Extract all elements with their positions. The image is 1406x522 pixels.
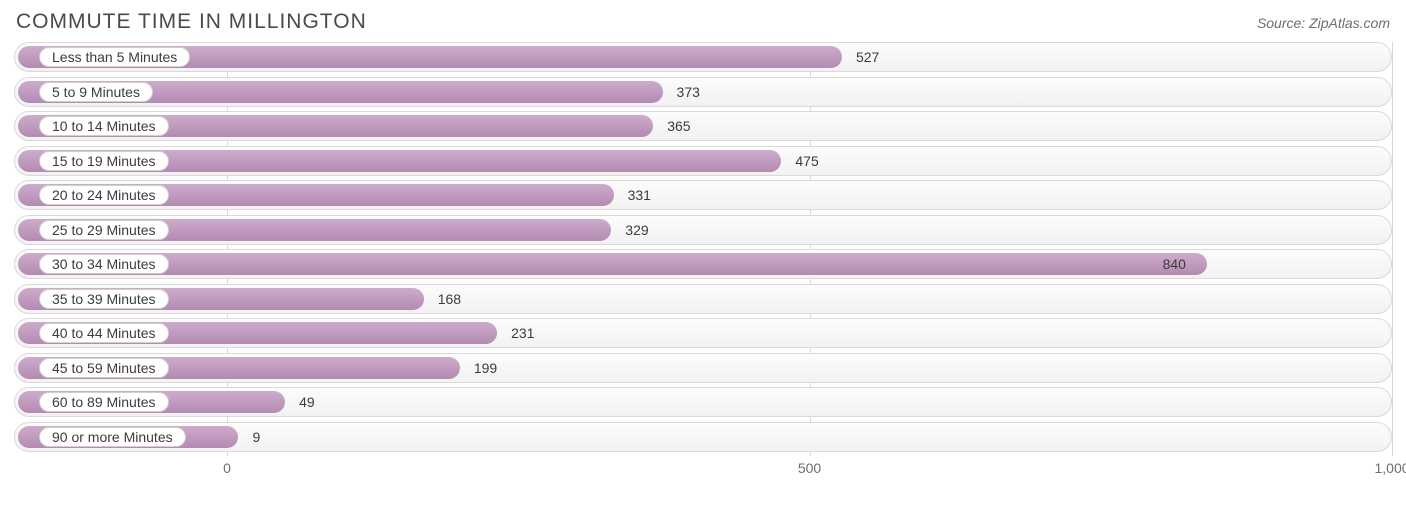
chart-source: Source: ZipAtlas.com bbox=[1257, 15, 1390, 31]
value-label: 49 bbox=[299, 388, 315, 416]
category-pill: 20 to 24 Minutes bbox=[39, 185, 169, 205]
category-label: 25 to 29 Minutes bbox=[52, 222, 156, 238]
bar-row: 25 to 29 Minutes 329 bbox=[14, 215, 1392, 245]
source-prefix: Source: bbox=[1257, 15, 1309, 31]
value-label: 9 bbox=[252, 423, 260, 451]
bar-fill bbox=[18, 253, 1207, 275]
category-pill: 15 to 19 Minutes bbox=[39, 151, 169, 171]
value-label: 199 bbox=[474, 354, 497, 382]
value-label: 840 bbox=[1163, 250, 1186, 278]
category-label: 15 to 19 Minutes bbox=[52, 153, 156, 169]
category-pill: 10 to 14 Minutes bbox=[39, 116, 169, 136]
category-pill: 25 to 29 Minutes bbox=[39, 220, 169, 240]
category-pill: 60 to 89 Minutes bbox=[39, 392, 169, 412]
bar-row: Less than 5 Minutes 527 bbox=[14, 42, 1392, 72]
category-label: 90 or more Minutes bbox=[52, 429, 173, 445]
bar-row: 40 to 44 Minutes 231 bbox=[14, 318, 1392, 348]
bar-row: 45 to 59 Minutes 199 bbox=[14, 353, 1392, 383]
category-label: Less than 5 Minutes bbox=[52, 49, 177, 65]
chart-title: COMMUTE TIME IN MILLINGTON bbox=[16, 10, 367, 34]
value-label: 231 bbox=[511, 319, 534, 347]
category-pill: 35 to 39 Minutes bbox=[39, 289, 169, 309]
value-label: 527 bbox=[856, 43, 879, 71]
chart-container: COMMUTE TIME IN MILLINGTON Source: ZipAt… bbox=[0, 0, 1406, 522]
bar-row: 15 to 19 Minutes 475 bbox=[14, 146, 1392, 176]
category-label: 30 to 34 Minutes bbox=[52, 256, 156, 272]
category-label: 45 to 59 Minutes bbox=[52, 360, 156, 376]
x-axis: 05001,000 bbox=[14, 456, 1392, 486]
value-label: 331 bbox=[628, 181, 651, 209]
category-pill: 40 to 44 Minutes bbox=[39, 323, 169, 343]
value-label: 329 bbox=[625, 216, 648, 244]
category-pill: 45 to 59 Minutes bbox=[39, 358, 169, 378]
category-pill: 90 or more Minutes bbox=[39, 427, 186, 447]
category-label: 10 to 14 Minutes bbox=[52, 118, 156, 134]
bar-row: 90 or more Minutes 9 bbox=[14, 422, 1392, 452]
category-label: 35 to 39 Minutes bbox=[52, 291, 156, 307]
bar-row: 5 to 9 Minutes 373 bbox=[14, 77, 1392, 107]
chart-area: Less than 5 Minutes 527 5 to 9 Minutes 373 1… bbox=[14, 42, 1392, 486]
axis-tick: 1,000 bbox=[1374, 460, 1406, 476]
value-label: 475 bbox=[795, 147, 818, 175]
category-pill: 30 to 34 Minutes bbox=[39, 254, 169, 274]
source-name: ZipAtlas.com bbox=[1309, 15, 1390, 31]
category-label: 20 to 24 Minutes bbox=[52, 187, 156, 203]
value-label: 365 bbox=[667, 112, 690, 140]
category-label: 5 to 9 Minutes bbox=[52, 84, 140, 100]
bar-row: 10 to 14 Minutes 365 bbox=[14, 111, 1392, 141]
axis-tick: 500 bbox=[798, 460, 821, 476]
chart-header: COMMUTE TIME IN MILLINGTON Source: ZipAt… bbox=[14, 10, 1392, 42]
axis-tick: 0 bbox=[223, 460, 231, 476]
gridline bbox=[1392, 42, 1393, 456]
category-pill: Less than 5 Minutes bbox=[39, 47, 190, 67]
category-label: 60 to 89 Minutes bbox=[52, 394, 156, 410]
bar-row: 30 to 34 Minutes 840 bbox=[14, 249, 1392, 279]
category-label: 40 to 44 Minutes bbox=[52, 325, 156, 341]
category-pill: 5 to 9 Minutes bbox=[39, 82, 153, 102]
bar-row: 20 to 24 Minutes 331 bbox=[14, 180, 1392, 210]
bar-row: 35 to 39 Minutes 168 bbox=[14, 284, 1392, 314]
value-label: 373 bbox=[677, 78, 700, 106]
bar-row: 60 to 89 Minutes 49 bbox=[14, 387, 1392, 417]
value-label: 168 bbox=[438, 285, 461, 313]
